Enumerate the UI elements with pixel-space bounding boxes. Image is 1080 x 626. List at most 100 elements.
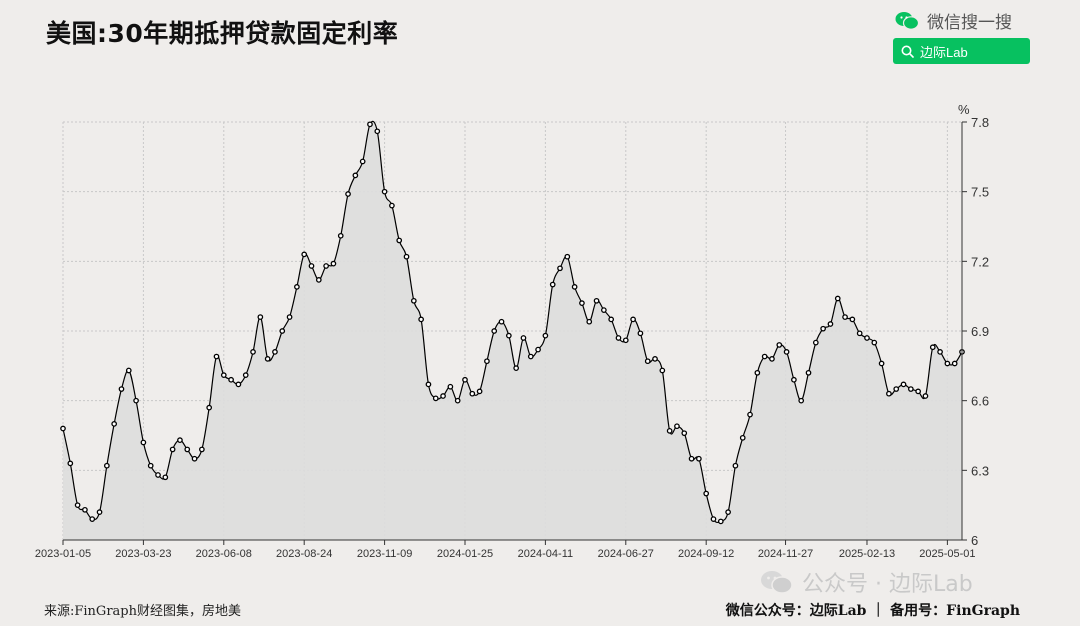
source-note: 来源:FinGraph财经图集，房地美 [44, 604, 241, 619]
data-point [893, 386, 900, 392]
data-point [330, 260, 337, 267]
data-point [644, 358, 651, 365]
data-point [549, 281, 556, 288]
data-point [637, 330, 644, 337]
data-point [432, 395, 439, 402]
data-point [842, 314, 848, 320]
data-point [381, 188, 388, 195]
watermark-text: 公众号 · 边际Lab [802, 572, 973, 597]
data-point [564, 253, 571, 260]
data-point [856, 330, 863, 337]
data-point [717, 518, 724, 525]
y-tick-label: 6.9 [971, 324, 989, 339]
data-point [622, 337, 629, 344]
data-point [191, 455, 198, 462]
data-point [732, 462, 739, 469]
data-point [206, 404, 213, 411]
x-tick-label: 2024-09-12 [678, 548, 734, 560]
data-point [403, 253, 410, 260]
series-line [62, 120, 963, 524]
data-point [505, 332, 512, 339]
x-tick-label: 2023-08-24 [276, 548, 332, 560]
data-point [220, 372, 227, 378]
data-point [169, 446, 176, 453]
data-point [235, 381, 242, 388]
data-point [798, 397, 805, 404]
data-point [754, 369, 761, 376]
data-point [133, 397, 139, 404]
data-point [608, 316, 615, 323]
wechat-search-label: 微信搜一搜 [927, 13, 1012, 33]
data-point [118, 386, 125, 392]
x-tick-label: 2024-11-27 [758, 548, 813, 560]
data-point [272, 349, 278, 355]
data-point [907, 386, 914, 392]
data-point [418, 316, 424, 323]
data-point [769, 356, 775, 362]
y-tick-label: 6.3 [971, 463, 989, 478]
data-point [447, 383, 454, 390]
data-point [513, 365, 520, 372]
data-point [323, 263, 329, 269]
x-tick-label: 2023-11-09 [357, 548, 412, 560]
data-point [666, 428, 673, 434]
x-tick-label: 2024-01-25 [437, 548, 493, 560]
wechat-search-brand: 微信搜一搜 [895, 8, 1012, 33]
data-point [951, 360, 958, 367]
data-point [74, 502, 81, 509]
data-point [886, 390, 892, 397]
data-points [60, 121, 965, 525]
data-point [162, 474, 169, 481]
data-point [491, 328, 498, 334]
data-point [652, 356, 658, 362]
data-point [812, 339, 819, 346]
wechat-watermark-icon [761, 571, 793, 594]
data-point [60, 425, 66, 432]
y-tick-label: 7.8 [971, 115, 989, 130]
data-point [396, 237, 403, 244]
data-point [586, 318, 593, 325]
search-button[interactable]: 边际Lab [893, 38, 1030, 64]
data-point [213, 353, 220, 360]
data-point [242, 372, 249, 378]
data-point [747, 411, 753, 418]
data-point [389, 202, 395, 209]
y-tick-label: 6 [971, 533, 978, 548]
data-point [286, 314, 293, 320]
data-point [681, 430, 688, 437]
data-point [279, 328, 286, 334]
y-tick-label: 6.6 [971, 394, 989, 409]
data-point [257, 314, 264, 320]
data-point [659, 367, 666, 374]
data-point [878, 360, 885, 367]
data-point [250, 349, 256, 355]
data-point [462, 376, 468, 383]
y-unit-label: % [958, 102, 970, 117]
data-point [871, 339, 878, 346]
data-point [89, 516, 96, 522]
data-point [469, 390, 476, 397]
data-point [827, 321, 834, 327]
x-tick-label: 2023-01-05 [35, 548, 91, 560]
data-point [725, 509, 731, 515]
data-point [739, 434, 746, 441]
data-point [498, 318, 505, 325]
data-point [440, 393, 446, 399]
account-note: 微信公众号：边际Lab ｜ 备用号：FinGraph [725, 603, 1020, 619]
data-point [915, 388, 921, 395]
data-point [696, 455, 702, 462]
data-point [542, 332, 549, 339]
data-point [849, 316, 856, 323]
x-tick-label: 2023-06-08 [196, 548, 252, 560]
data-point [937, 349, 943, 355]
wechat-icon [895, 11, 919, 30]
series-area [63, 121, 962, 540]
data-point [352, 172, 359, 179]
data-point [929, 344, 936, 351]
data-point [579, 300, 585, 306]
data-point [820, 325, 826, 332]
data-point [520, 335, 527, 341]
x-tick-label: 2025-05-01 [919, 548, 975, 560]
x-tick-label: 2023-03-23 [115, 548, 171, 560]
